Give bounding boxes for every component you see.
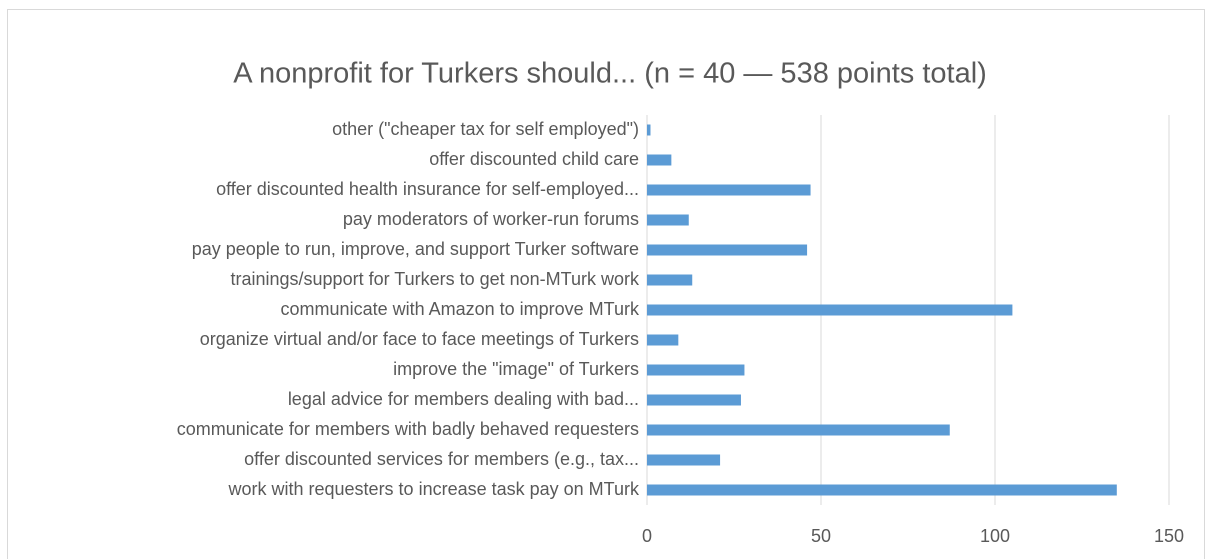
y-tick-label: other ("cheaper tax for self employed") [332,119,639,139]
y-tick-label: trainings/support for Turkers to get non… [231,269,640,289]
y-tick-label: pay people to run, improve, and support … [192,239,639,259]
y-tick-label: organize virtual and/or face to face mee… [200,329,639,349]
bar [647,334,679,346]
x-tick-label: 0 [642,526,652,546]
bar [647,154,672,166]
y-tick-label: pay moderators of worker-run forums [343,209,639,229]
bar [647,244,808,256]
bar [647,304,1013,316]
bar [647,214,689,226]
bar [647,484,1117,496]
y-tick-label: communicate for members with badly behav… [177,419,639,439]
bar [647,274,693,286]
x-tick-label: 150 [1154,526,1184,546]
bar [647,454,721,466]
x-tick-label: 50 [811,526,831,546]
y-tick-label: communicate with Amazon to improve MTurk [281,299,640,319]
chart-border [7,9,1205,559]
y-tick-label: offer discounted services for members (e… [244,449,639,469]
x-tick-label: 100 [980,526,1010,546]
y-tick-label: improve the "image" of Turkers [393,359,639,379]
y-tick-label: legal advice for members dealing with ba… [288,389,639,409]
y-tick-label: work with requesters to increase task pa… [228,479,640,499]
bar [647,364,745,376]
y-tick-label: offer discounted health insurance for se… [216,179,639,199]
bar [647,394,741,406]
bar [647,184,811,196]
bar [647,124,651,136]
bar [647,424,950,436]
chart-title: A nonprofit for Turkers should... (n = 4… [233,58,987,90]
y-tick-label: offer discounted child care [429,149,639,169]
